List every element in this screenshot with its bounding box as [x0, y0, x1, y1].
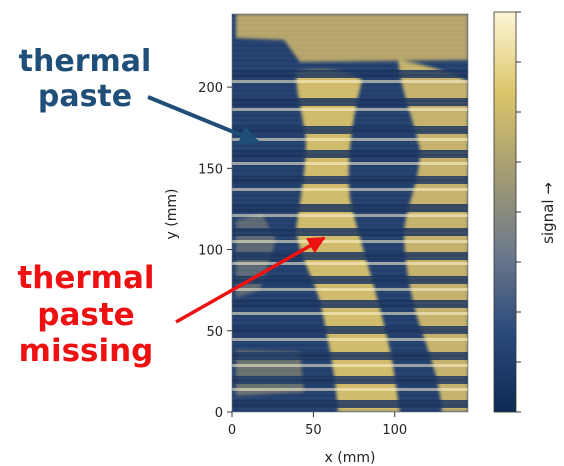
scan-stripe-bright: [232, 108, 468, 111]
y-tick-label: 50: [206, 325, 223, 340]
colorbar: [493, 11, 517, 413]
scan-stripe-bright: [232, 162, 468, 165]
scan-stripe-bright: [232, 188, 468, 191]
heatmap-hot-region: [236, 14, 468, 62]
scan-stripe-dark: [232, 276, 468, 284]
annotation-thermal-paste-line-1: thermal: [18, 44, 152, 79]
heatmap-scan-stripes: [232, 17, 468, 409]
annotation-missing-line-3: missing: [18, 333, 154, 370]
scan-stripe-dark: [232, 376, 468, 384]
x-axis: 0 50 100: [228, 412, 407, 438]
plot-frame: [231, 13, 469, 413]
scan-stripe-bright: [232, 338, 468, 341]
y-axis: 0 50 100 150 200: [198, 81, 232, 421]
scan-stripe-dark: [232, 252, 468, 260]
scan-stripe-dark: [232, 352, 468, 360]
colorbar-label: signal →: [539, 182, 557, 244]
heatmap-hot-region: [236, 350, 304, 396]
x-tick-label: 50: [305, 423, 322, 438]
scan-stripe-bright: [232, 240, 468, 243]
scan-stripe-dark: [232, 400, 468, 408]
scan-stripe-dark: [232, 228, 468, 236]
annotation-arrow-thermal-paste: [147, 95, 260, 145]
scan-stripe-dark: [232, 176, 468, 184]
annotation-missing-line-1: thermal: [17, 260, 155, 296]
y-tick-label: 0: [215, 406, 223, 421]
colorbar-ticks: [516, 11, 521, 413]
x-tick-label: 0: [228, 423, 236, 438]
scan-stripe-dark: [232, 126, 468, 134]
scan-stripe-dark: [232, 70, 468, 78]
scan-stripe-dark: [232, 98, 468, 106]
y-axis-label: y (mm): [164, 189, 180, 240]
annotation-thermal-paste-line-2: paste: [37, 79, 133, 115]
scan-stripe-bright: [232, 214, 468, 217]
scan-stripe-bright: [232, 388, 468, 391]
scan-stripe-bright: [232, 312, 468, 315]
y-tick-label: 200: [198, 81, 223, 96]
scan-stripe-dark: [232, 300, 468, 308]
scan-stripe-dark: [232, 150, 468, 158]
x-tick-label: 100: [382, 423, 407, 438]
scan-stripe-dark: [232, 326, 468, 334]
annotation-thermal-paste-missing: thermal paste missing: [4, 260, 168, 370]
scan-stripe-dark: [232, 204, 468, 212]
y-tick-label: 150: [198, 162, 223, 177]
scan-stripe-bright: [232, 364, 468, 367]
x-axis-label: x (mm): [325, 450, 376, 466]
heatmap-plot-area: [232, 14, 468, 412]
scan-stripe-bright: [232, 262, 468, 265]
annotation-missing-line-2: paste: [37, 296, 135, 333]
scan-stripe-bright: [232, 80, 468, 83]
annotation-thermal-paste: thermal paste: [10, 44, 160, 115]
scan-stripe-bright: [232, 288, 468, 291]
annotation-arrow-thermal-paste-missing: [175, 236, 326, 324]
y-tick-label: 100: [198, 244, 223, 259]
scan-stripe-bright: [232, 138, 468, 141]
